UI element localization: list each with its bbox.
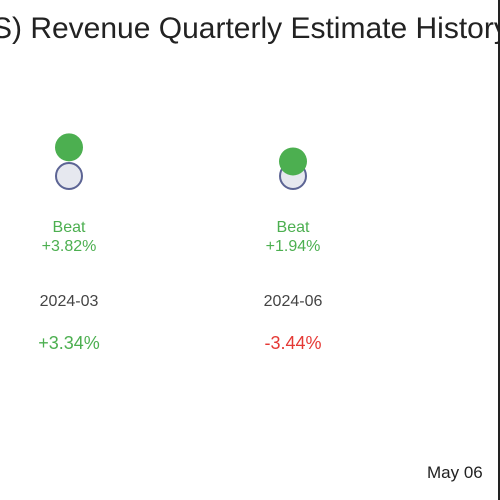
quarter-date-label: 2024-06: [264, 293, 323, 310]
surprise-status-label: Beat: [53, 219, 86, 236]
surprise-status-label: Beat: [277, 219, 310, 236]
actual-marker: [279, 147, 307, 176]
price-change-label: +3.34%: [38, 333, 100, 353]
quarter-date-label: 2024-03: [40, 293, 99, 310]
actual-marker: [55, 133, 83, 162]
chart-title: (S) Revenue Quarterly Estimate History: [0, 12, 500, 45]
footer-date: May 06: [427, 463, 483, 482]
surprise-percent-label: +3.82%: [42, 238, 97, 255]
price-change-label: -3.44%: [264, 333, 321, 353]
estimate-marker: [55, 162, 83, 190]
surprise-percent-label: +1.94%: [266, 238, 321, 255]
